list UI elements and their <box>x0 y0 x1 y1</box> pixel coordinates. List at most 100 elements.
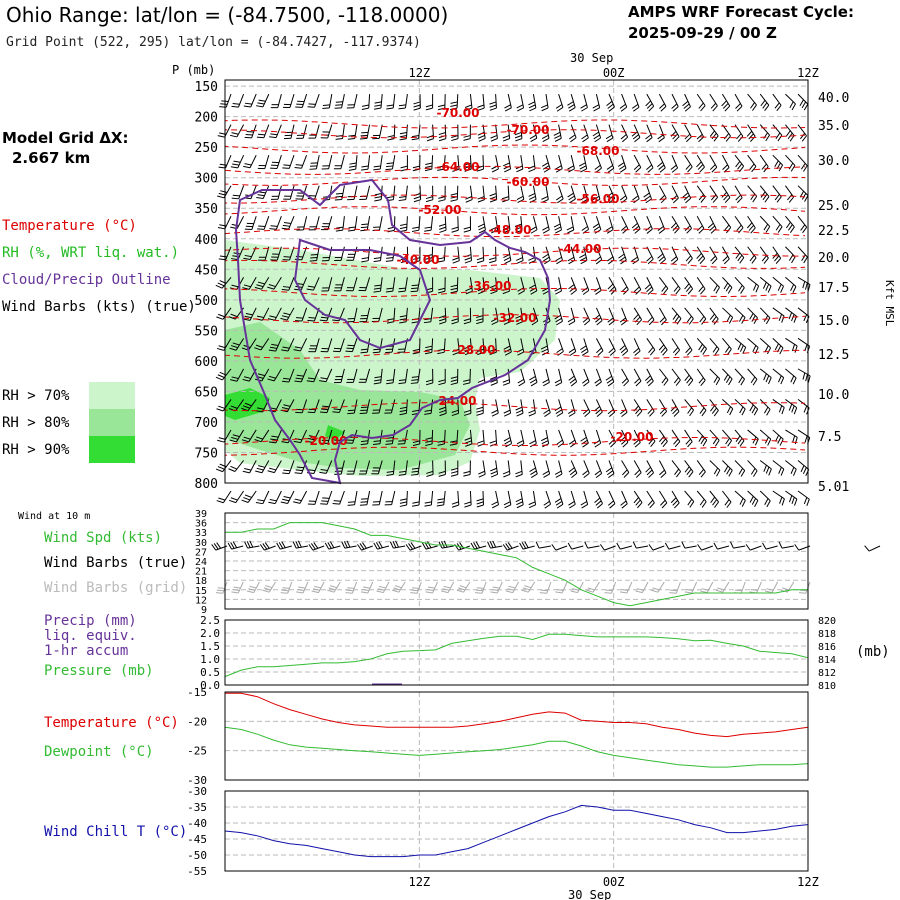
barb-flag <box>792 469 797 476</box>
barb-flag <box>476 318 484 322</box>
barb-flag <box>437 104 446 108</box>
barb-flag <box>335 195 343 198</box>
barb-shaft <box>545 124 550 139</box>
barb-shaft <box>235 490 245 503</box>
barb-flag <box>257 281 265 285</box>
barb-shaft <box>734 337 747 348</box>
barb-flag <box>313 542 319 549</box>
barb-flag <box>791 497 795 505</box>
barb-flag <box>398 104 406 107</box>
wind-barb <box>528 490 537 509</box>
barb-flag <box>778 541 783 549</box>
wind-barb <box>281 277 295 291</box>
wind-barb <box>243 154 257 169</box>
wind-barb <box>580 185 589 204</box>
wind-barb <box>412 338 421 355</box>
barb-shaft <box>379 277 383 292</box>
barb-shaft <box>709 154 718 168</box>
barb-shaft <box>696 307 707 320</box>
barb-flag <box>249 540 254 548</box>
windchill-tick-label: -30 <box>187 785 207 798</box>
wind-barb <box>463 460 471 477</box>
barb-flag <box>399 409 407 413</box>
barb-flag <box>606 192 613 198</box>
barb-shaft <box>797 215 808 228</box>
barb-flag <box>451 321 459 325</box>
barb-flag <box>515 409 523 414</box>
barb-flag <box>243 376 252 379</box>
barb-flag <box>622 469 628 476</box>
barb-shaft <box>296 545 309 549</box>
barb-flag <box>739 315 744 322</box>
barb-shaft <box>646 124 653 138</box>
barb-flag <box>555 290 562 295</box>
wind-chill-label: Wind Chill T (°C) <box>44 824 187 840</box>
barb-flag <box>566 226 574 231</box>
wind-barb <box>619 93 628 112</box>
barb-shaft <box>797 460 810 470</box>
barb-flag <box>750 588 758 592</box>
barb-shaft <box>507 368 511 383</box>
wind-barb <box>772 93 782 112</box>
barb-flag <box>378 541 383 548</box>
barb-flag <box>411 284 419 287</box>
barb-shaft <box>404 94 408 109</box>
wind-barb <box>696 277 706 295</box>
wind-barb <box>554 307 563 326</box>
barb-flag <box>619 345 626 351</box>
barb-flag <box>779 347 784 355</box>
wind-barb <box>306 429 320 444</box>
barb-shaft <box>286 307 295 321</box>
barb-shaft <box>709 460 721 471</box>
barb-flag <box>774 343 779 351</box>
barb-shaft <box>313 277 320 291</box>
barb-flag <box>232 163 240 166</box>
barb-flag <box>424 229 432 232</box>
barb-flag <box>504 168 511 173</box>
wind-barb <box>255 460 270 474</box>
barb-flag <box>775 257 782 264</box>
barb-shaft <box>234 460 244 472</box>
barb-flag <box>721 191 727 198</box>
barb-flag <box>363 586 371 589</box>
barb-shaft <box>250 185 257 199</box>
barb-shaft <box>275 124 282 138</box>
barb-flag <box>621 136 628 143</box>
barb-flag <box>778 405 783 413</box>
barb-flag <box>215 376 223 381</box>
barb-flag <box>412 348 420 352</box>
barb-shaft <box>608 307 615 321</box>
barb-flag <box>807 375 811 383</box>
barb-flag <box>618 165 626 170</box>
barb-flag <box>777 437 782 444</box>
barb-shaft <box>646 460 655 473</box>
barb-shaft <box>696 368 706 381</box>
barb-flag <box>491 501 499 506</box>
barb-flag <box>580 345 587 351</box>
barb-shaft <box>595 277 602 291</box>
barb-shaft <box>759 368 772 378</box>
barb-flag <box>556 107 564 112</box>
barb-flag <box>489 260 497 264</box>
barb-flag <box>441 590 449 594</box>
barb-flag <box>399 412 407 416</box>
barb-shaft <box>633 490 643 503</box>
barb-flag <box>438 223 446 227</box>
barb-flag <box>569 134 576 140</box>
wind-barb <box>684 490 695 508</box>
barb-flag <box>217 466 225 470</box>
barb-flag <box>515 473 523 478</box>
barb-shaft <box>583 185 589 200</box>
barb-flag <box>646 378 653 384</box>
barb-flag <box>361 104 370 107</box>
barb-shaft <box>722 368 733 380</box>
barb-flag <box>794 544 800 551</box>
barb-flag <box>739 406 744 414</box>
barb-shaft <box>274 307 282 321</box>
wind-barb <box>242 277 257 290</box>
barb-flag <box>700 437 706 445</box>
barb-shaft <box>722 338 732 350</box>
barb-flag <box>502 138 510 142</box>
barb-shaft <box>326 490 333 505</box>
wind-barb <box>228 460 244 472</box>
